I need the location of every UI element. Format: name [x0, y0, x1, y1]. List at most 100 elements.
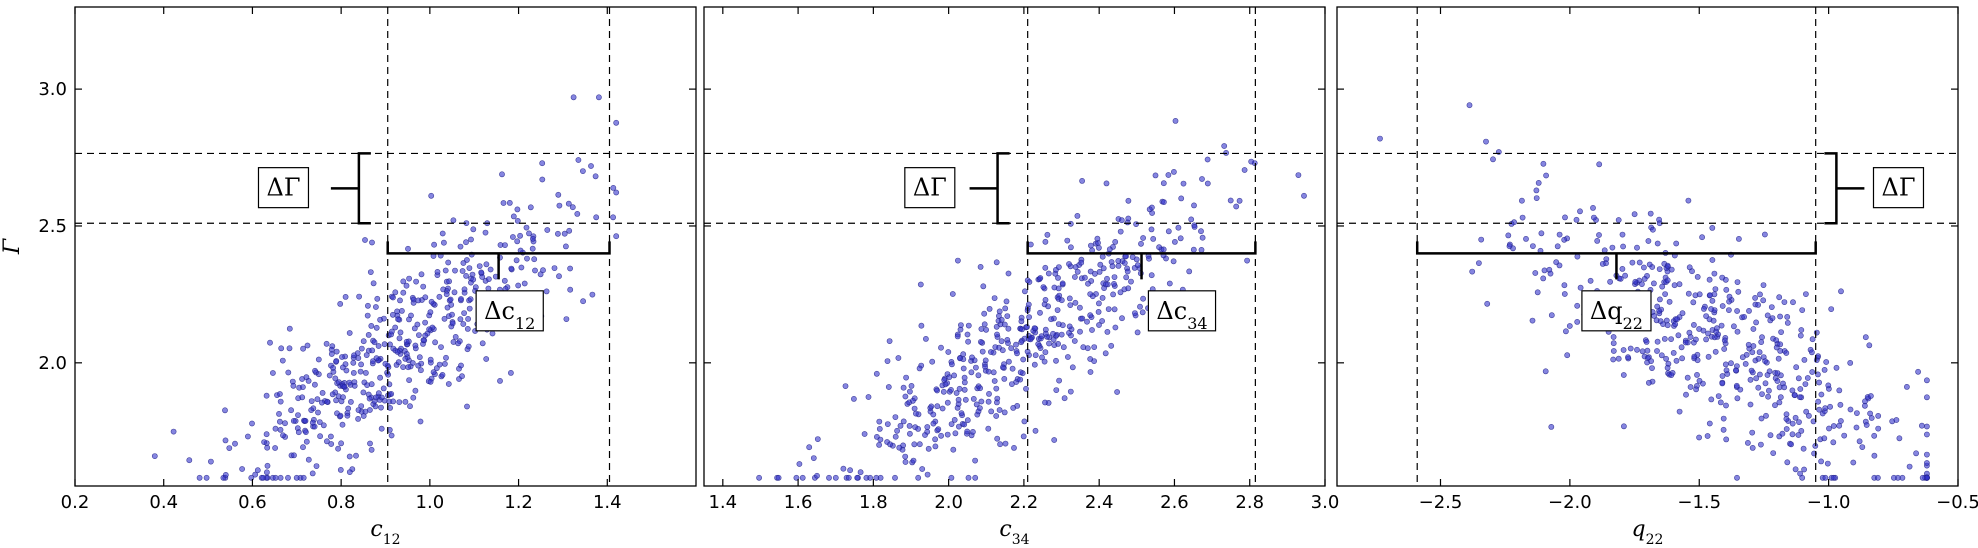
- x-axis-label-base: c: [999, 517, 1011, 542]
- data-point: [527, 204, 534, 211]
- data-point: [930, 411, 937, 418]
- data-point: [309, 419, 316, 426]
- data-point: [1777, 394, 1784, 401]
- data-point: [1734, 395, 1741, 402]
- data-point: [450, 217, 457, 224]
- data-point: [1066, 261, 1072, 267]
- data-point: [1128, 278, 1134, 285]
- data-point: [1753, 319, 1759, 326]
- data-point: [1530, 243, 1536, 249]
- data-point: [320, 422, 327, 429]
- data-point: [1734, 308, 1740, 314]
- data-point: [293, 474, 300, 481]
- data-point: [1733, 382, 1740, 389]
- data-point: [1664, 322, 1671, 329]
- data-point: [851, 395, 857, 402]
- data-point: [551, 265, 558, 271]
- data-point: [203, 474, 210, 481]
- delta-gamma-label-base: ΔΓ: [266, 174, 300, 202]
- data-point: [366, 407, 373, 413]
- data-point: [986, 305, 993, 312]
- data-point: [1133, 221, 1139, 227]
- data-point: [1119, 315, 1125, 322]
- data-point: [360, 413, 367, 419]
- data-point: [1822, 474, 1829, 481]
- data-point: [1830, 474, 1837, 481]
- data-point: [1778, 329, 1784, 335]
- data-point: [1647, 210, 1654, 217]
- data-point: [1672, 321, 1679, 328]
- data-point: [441, 315, 448, 322]
- data-point: [438, 344, 444, 350]
- data-point: [932, 436, 938, 443]
- data-point: [977, 385, 983, 392]
- data-point: [470, 276, 477, 283]
- x-axis-label-base: c: [370, 517, 382, 542]
- data-point: [1749, 349, 1756, 356]
- data-point: [445, 259, 452, 266]
- data-point: [1065, 354, 1071, 360]
- delta-x-label-box: [1581, 290, 1652, 332]
- data-point: [1801, 356, 1808, 363]
- data-point: [915, 425, 921, 432]
- data-point: [1046, 340, 1052, 347]
- delta-gamma-label-box: [904, 167, 956, 209]
- data-point: [539, 176, 546, 183]
- data-point: [1774, 370, 1781, 376]
- data-point: [1610, 348, 1617, 354]
- data-point: [1004, 313, 1011, 319]
- data-point: [1661, 335, 1668, 342]
- data-point: [1728, 360, 1734, 367]
- x-tick-label: 1.2: [504, 492, 533, 513]
- data-point: [397, 329, 404, 336]
- data-point: [1096, 300, 1102, 307]
- data-point: [928, 403, 935, 410]
- data-point: [1064, 237, 1071, 244]
- data-point: [1103, 180, 1110, 187]
- data-point: [304, 342, 311, 349]
- data-point: [1815, 398, 1821, 405]
- delta-x-label: Δq22: [1581, 290, 1652, 332]
- data-point: [346, 469, 353, 475]
- data-point: [1684, 374, 1691, 381]
- delta-gamma-label-base: ΔΓ: [913, 174, 947, 202]
- data-point: [1646, 379, 1652, 386]
- data-point: [286, 325, 293, 332]
- data-point: [1066, 323, 1073, 330]
- data-point: [396, 335, 403, 342]
- vertical-bracket: [1824, 152, 1865, 225]
- data-point: [468, 236, 474, 243]
- data-point: [1796, 419, 1802, 425]
- data-point: [1752, 294, 1758, 301]
- data-point: [1587, 277, 1594, 284]
- data-point: [1806, 412, 1812, 419]
- data-point: [1077, 304, 1083, 311]
- data-point: [1789, 387, 1796, 394]
- data-point: [1077, 328, 1083, 335]
- data-point: [1850, 459, 1857, 466]
- data-point: [1022, 288, 1028, 295]
- data-point: [1152, 172, 1159, 179]
- data-point: [1045, 270, 1052, 277]
- data-point: [575, 157, 582, 163]
- data-point: [1784, 319, 1791, 326]
- data-point: [327, 433, 334, 440]
- data-point: [413, 278, 419, 285]
- data-point: [1610, 340, 1617, 347]
- data-point: [436, 293, 443, 300]
- data-point: [417, 367, 424, 374]
- data-point: [1668, 266, 1675, 273]
- data-point: [1002, 440, 1009, 447]
- data-point: [1659, 283, 1666, 290]
- data-point: [1140, 295, 1146, 302]
- data-point: [1841, 432, 1848, 439]
- data-point: [1067, 302, 1074, 308]
- data-point: [1919, 474, 1926, 481]
- data-point: [993, 413, 1000, 419]
- data-point: [1059, 280, 1066, 287]
- data-point: [513, 257, 520, 264]
- data-point: [1803, 291, 1809, 297]
- data-point: [1720, 426, 1727, 433]
- data-point: [440, 239, 447, 246]
- data-point: [252, 471, 259, 478]
